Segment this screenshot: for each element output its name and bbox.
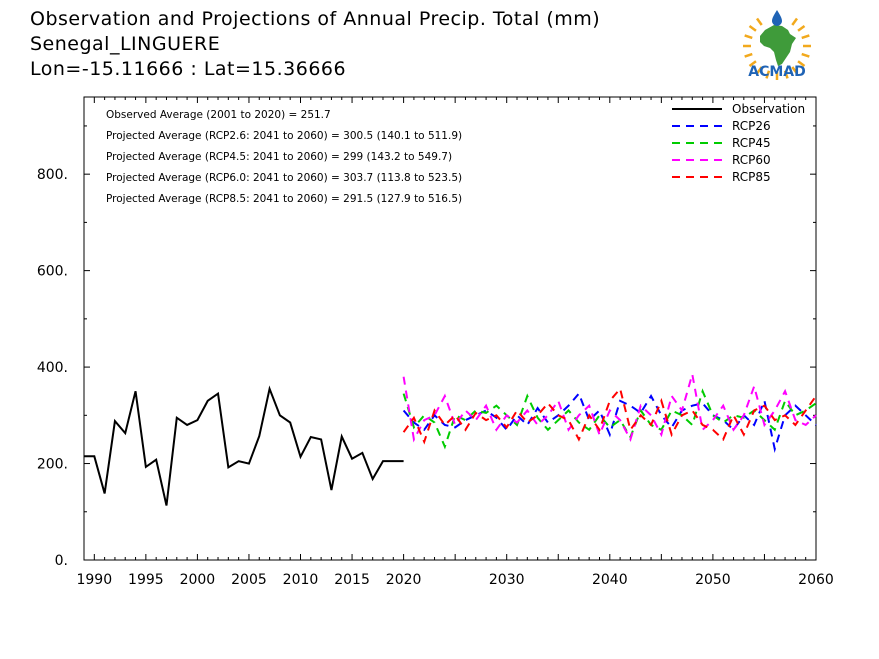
sun-ray-icon — [756, 17, 763, 26]
y-tick-label: 600. — [37, 264, 68, 280]
legend-label: RCP26 — [732, 119, 771, 133]
series-line-rcp26 — [402, 391, 817, 454]
legend-label: RCP45 — [732, 136, 771, 150]
sun-ray-icon — [744, 34, 753, 40]
africa-map-icon — [760, 25, 796, 66]
series-line-rcp60 — [402, 374, 817, 443]
series-line-rcp45 — [402, 388, 817, 450]
logo-text: ACMAD — [748, 64, 806, 80]
sun-ray-icon — [791, 17, 798, 26]
y-tick-label: 0. — [55, 553, 68, 569]
annotations: Observed Average (2001 to 2020) = 251.7 P… — [106, 109, 462, 205]
x-tick-label: 2030 — [489, 572, 525, 588]
axis-ticks: 1990 1995 2000 2005 2010 2015 2020 2030 2040 2050… — [37, 97, 834, 588]
annotation-line: Projected Average (RCP6.0: 2041 to 2060)… — [106, 172, 462, 184]
sun-ray-icon — [765, 70, 771, 79]
legend-label: RCP60 — [732, 153, 771, 167]
sun-ray-icon — [748, 25, 757, 32]
annotation-line: Projected Average (RCP2.6: 2041 to 2060)… — [106, 130, 462, 142]
station-name: Senegal_LINGUERE — [30, 33, 221, 55]
series-line-rcp85 — [402, 386, 817, 445]
coordinates: Lon=-15.11666 : Lat=15.36666 — [30, 58, 347, 80]
annotation-line: Observed Average (2001 to 2020) = 251.7 — [106, 109, 331, 121]
x-tick-label: 2015 — [334, 572, 370, 588]
x-tick-label: 2020 — [386, 572, 422, 588]
sun-ray-icon — [791, 66, 798, 75]
y-tick-label: 400. — [37, 360, 68, 376]
annotation-line: Projected Average (RCP4.5: 2041 to 2060)… — [106, 151, 452, 163]
annotation-line: Projected Average (RCP8.5: 2041 to 2060)… — [106, 193, 462, 205]
sun-ray-icon — [801, 34, 810, 40]
x-tick-label: 1990 — [76, 572, 112, 588]
chart-title: Observation and Projections of Annual Pr… — [30, 8, 601, 30]
x-tick-label: 2000 — [180, 572, 216, 588]
x-tick-label: 2040 — [592, 572, 628, 588]
sun-ray-icon — [797, 60, 806, 67]
sun-rays-icon — [743, 17, 811, 80]
sun-ray-icon — [744, 52, 753, 58]
legend-label: RCP85 — [732, 170, 771, 184]
x-tick-label: 2005 — [231, 572, 267, 588]
sun-ray-icon — [801, 52, 810, 58]
x-tick-label: 1995 — [128, 572, 164, 588]
sun-ray-icon — [783, 70, 789, 79]
sun-ray-icon — [756, 66, 763, 75]
series-lines — [84, 374, 817, 506]
x-tick-label: 2050 — [695, 572, 731, 588]
acmad-logo-icon — [743, 10, 811, 80]
legend-label: Observation — [732, 102, 805, 116]
sun-ray-icon — [797, 25, 806, 32]
water-drop-icon — [772, 10, 782, 26]
y-tick-label: 200. — [37, 457, 68, 473]
sun-ray-icon — [748, 60, 757, 67]
x-tick-label: 2010 — [283, 572, 319, 588]
legend: Observation RCP26 RCP45 RCP60 RCP85 — [672, 102, 805, 184]
x-tick-label: 2060 — [798, 572, 834, 588]
y-tick-label: 800. — [37, 167, 68, 183]
plot-frame — [83, 96, 817, 561]
series-line-observation — [84, 385, 404, 506]
